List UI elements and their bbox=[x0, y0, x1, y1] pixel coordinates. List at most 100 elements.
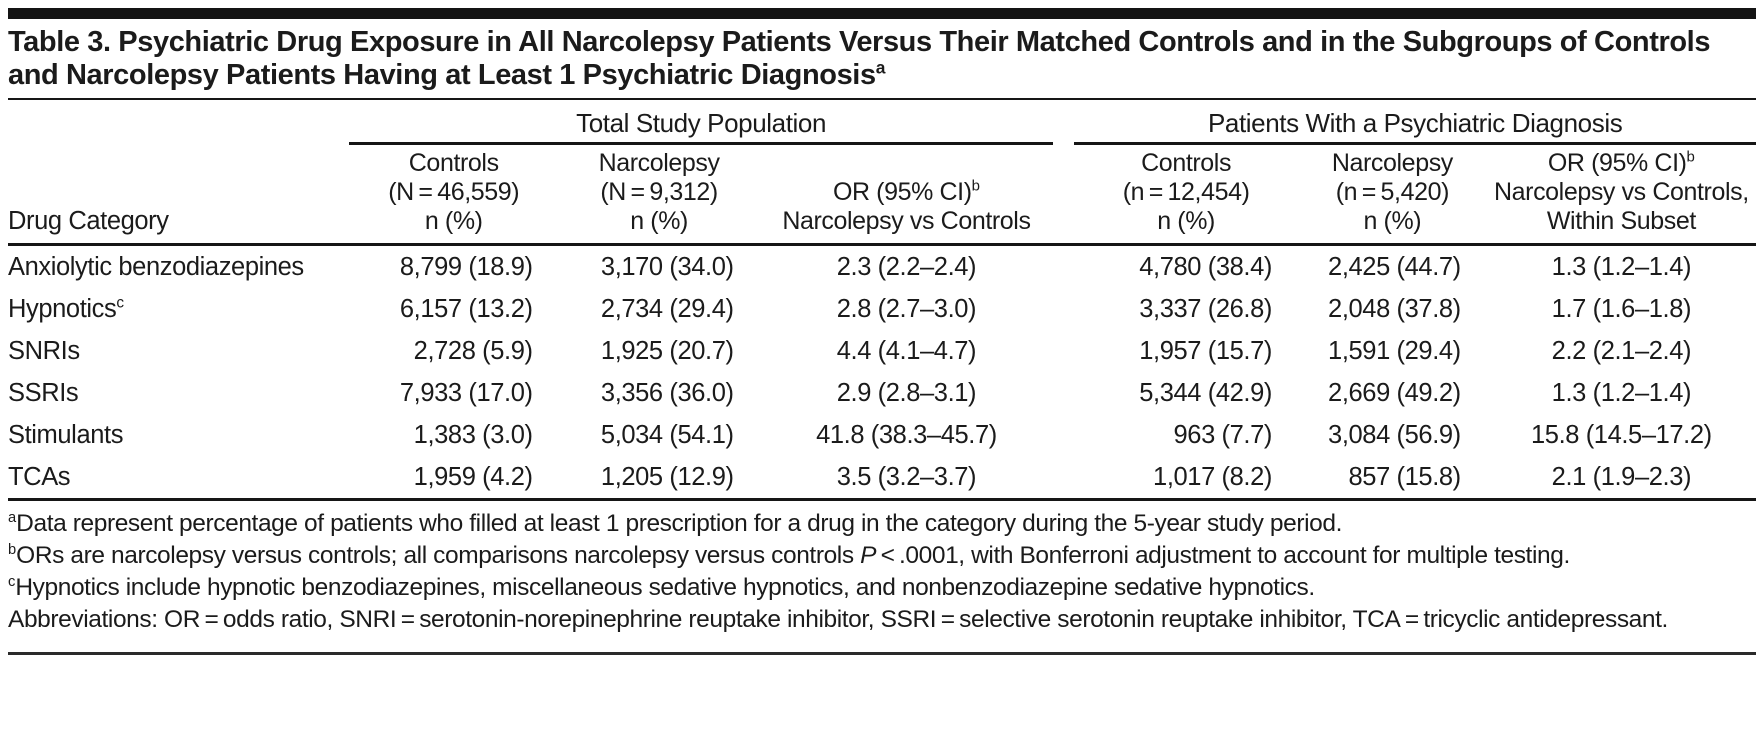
cell-total-or: 2.8 (2.7–3.0) bbox=[836, 295, 977, 323]
footnote-c-text: Hypnotics include hypnotic benzodiazepin… bbox=[15, 574, 1315, 601]
header-line: Within Subset bbox=[1546, 207, 1696, 235]
cell-total-or: 2.9 (2.8–3.1) bbox=[836, 379, 977, 407]
table-row: Stimulants 1,383 (3.0) 5,034 (54.1) 41.8… bbox=[8, 414, 1756, 456]
table-row: SSRIs 7,933 (17.0) 3,356 (36.0) 2.9 (2.8… bbox=[8, 372, 1756, 414]
cell-gap bbox=[1053, 330, 1074, 372]
header-line: Controls bbox=[1141, 149, 1232, 177]
or-header-label: OR (95% CI) bbox=[832, 178, 972, 206]
drug-name: Anxiolytic benzodiazepines bbox=[8, 253, 304, 281]
cell-total-narcolepsy: 1,925 (20.7) bbox=[600, 337, 734, 365]
cell-gap bbox=[1053, 414, 1074, 456]
column-header-total-narcolepsy: Narcolepsy (N = 9,312) n (%) bbox=[558, 143, 760, 246]
cell-psych-controls: 5,344 (42.9) bbox=[1139, 379, 1272, 407]
drug-name: Stimulants bbox=[8, 421, 124, 449]
cell-drug-category: SNRIs bbox=[8, 330, 349, 372]
cell-gap bbox=[1053, 372, 1074, 414]
or-header-superscript-b: b bbox=[1686, 148, 1695, 166]
cell-total-controls: 1,959 (4.2) bbox=[348, 456, 559, 501]
footnote-marker-c: c bbox=[8, 573, 16, 590]
drug-superscript-c: c bbox=[116, 294, 125, 312]
cell-drug-category: SSRIs bbox=[8, 372, 349, 414]
group-header-gap bbox=[1053, 100, 1074, 144]
page-title: Table 3. Psychiatric Drug Exposure in Al… bbox=[8, 26, 1756, 92]
table-row: Hypnoticsc 6,157 (13.2) 2,734 (29.4) 2.8… bbox=[8, 288, 1756, 330]
cell-drug-category: TCAs bbox=[8, 456, 349, 501]
cell-psych-or: 1.7 (1.6–1.8) bbox=[1551, 295, 1692, 323]
footnote-b-text-after: < .0001, with Bonferroni adjustment to a… bbox=[876, 542, 1571, 569]
header-line: n (%) bbox=[630, 207, 688, 235]
cell-total-controls: 6,157 (13.2) bbox=[399, 295, 533, 323]
group-header-spacer-left bbox=[8, 100, 349, 144]
cell-psych-narcolepsy: 857 (15.8) bbox=[1297, 456, 1487, 501]
header-line: Narcolepsy vs Controls bbox=[782, 207, 1031, 235]
title-rule bbox=[8, 98, 1756, 100]
header-line: Narcolepsy bbox=[1331, 149, 1453, 177]
cell-psych-or: 2.1 (1.9–2.3) bbox=[1486, 456, 1756, 501]
header-line: n (%) bbox=[424, 207, 483, 235]
cell-total-or: 41.8 (38.3–45.7) bbox=[816, 421, 997, 449]
footnote-b: bORs are narcolepsy versus controls; all… bbox=[8, 540, 1756, 572]
cell-psych-controls: 963 (7.7) bbox=[1173, 421, 1273, 449]
header-line: OR (95% CI)b bbox=[1487, 149, 1756, 178]
psychiatric-drug-exposure-table: Total Study Population Patients With a P… bbox=[8, 100, 1756, 501]
header-line: n (%) bbox=[1157, 207, 1215, 235]
footnote-marker-b: b bbox=[8, 541, 17, 558]
group-header-total-study-population: Total Study Population bbox=[348, 100, 1054, 145]
header-line: (N = 46,559) bbox=[388, 178, 520, 206]
header-line: Narcolepsy bbox=[598, 149, 720, 177]
or-header-label: OR (95% CI) bbox=[1547, 149, 1687, 177]
cell-gap bbox=[1053, 288, 1074, 330]
cell-total-controls: 7,933 (17.0) bbox=[399, 379, 533, 407]
cell-total-or: 4.4 (4.1–4.7) bbox=[836, 337, 977, 365]
table-figure: Table 3. Psychiatric Drug Exposure in Al… bbox=[8, 8, 1756, 655]
header-line: Controls bbox=[408, 149, 499, 177]
drug-name: SSRIs bbox=[8, 379, 79, 407]
footnote-c: cHypnotics include hypnotic benzodiazepi… bbox=[8, 572, 1756, 604]
cell-psych-or: 1.3 (1.2–1.4) bbox=[1551, 379, 1692, 407]
column-header-psych-controls: Controls (n = 12,454) n (%) bbox=[1074, 143, 1298, 246]
header-line: (N = 9,312) bbox=[600, 178, 718, 206]
footnote-b-p-italic: P bbox=[860, 542, 877, 569]
drug-name: TCAs bbox=[8, 463, 71, 491]
cell-drug-category: Stimulants bbox=[8, 414, 349, 456]
cell-psych-narcolepsy: 3,084 (56.9) bbox=[1328, 421, 1461, 449]
or-header-superscript-b: b bbox=[971, 177, 980, 195]
cell-drug-category: Hypnoticsc bbox=[8, 288, 349, 330]
cell-total-narcolepsy: 2,734 (29.4) bbox=[600, 295, 734, 323]
column-header-psych-narcolepsy: Narcolepsy (n = 5,420) n (%) bbox=[1297, 143, 1487, 246]
title-line-1: Table 3. Psychiatric Drug Exposure in Al… bbox=[8, 26, 1396, 58]
top-bar bbox=[8, 8, 1756, 19]
column-header-gap bbox=[1053, 143, 1075, 246]
group-header-psychiatric-diagnosis: Patients With a Psychiatric Diagnosis bbox=[1074, 100, 1756, 145]
footnote-a-text: Data represent percentage of patients wh… bbox=[16, 510, 1343, 537]
title-superscript-a: a bbox=[875, 57, 886, 78]
header-line: (n = 12,454) bbox=[1122, 178, 1250, 206]
cell-psych-controls: 3,337 (26.8) bbox=[1139, 295, 1272, 323]
cell-gap bbox=[1053, 456, 1075, 501]
footnote-marker-a: a bbox=[8, 509, 17, 526]
cell-total-controls: 8,799 (18.9) bbox=[399, 253, 533, 281]
column-header-total-or: OR (95% CI)b Narcolepsy vs Controls bbox=[759, 143, 1054, 246]
footnote-b-text: ORs are narcolepsy versus controls; all … bbox=[16, 542, 861, 569]
cell-total-controls: 1,383 (3.0) bbox=[413, 421, 533, 449]
cell-drug-category: Anxiolytic benzodiazepines bbox=[8, 245, 349, 289]
column-header-psych-or: OR (95% CI)b Narcolepsy vs Controls, Wit… bbox=[1486, 143, 1756, 246]
cell-psych-controls: 4,780 (38.4) bbox=[1139, 253, 1272, 281]
footnotes: aData represent percentage of patients w… bbox=[8, 501, 1756, 636]
cell-total-narcolepsy: 3,356 (36.0) bbox=[600, 379, 734, 407]
column-header-total-controls: Controls (N = 46,559) n (%) bbox=[348, 143, 559, 246]
cell-psych-narcolepsy: 2,048 (37.8) bbox=[1328, 295, 1461, 323]
title-line-2: Subgroups of Controls and Narcolepsy Pat… bbox=[8, 26, 1711, 91]
cell-psych-controls: 1,017 (8.2) bbox=[1074, 456, 1298, 501]
cell-psych-narcolepsy: 2,669 (49.2) bbox=[1328, 379, 1461, 407]
bottom-rule bbox=[8, 652, 1756, 655]
cell-psych-narcolepsy: 2,425 (44.7) bbox=[1328, 253, 1461, 281]
cell-total-or: 2.3 (2.2–2.4) bbox=[836, 253, 977, 281]
header-line: n (%) bbox=[1363, 207, 1422, 235]
footnote-a: aData represent percentage of patients w… bbox=[8, 508, 1756, 540]
cell-psych-or: 2.2 (2.1–2.4) bbox=[1551, 337, 1692, 365]
column-header-drug-category: Drug Category bbox=[8, 143, 349, 246]
column-header-row: Drug Category Controls (N = 46,559) n (%… bbox=[8, 143, 1756, 246]
table-row: TCAs 1,959 (4.2) 1,205 (12.9) 3.5 (3.2–3… bbox=[8, 456, 1756, 501]
cell-psych-controls: 1,957 (15.7) bbox=[1139, 337, 1272, 365]
